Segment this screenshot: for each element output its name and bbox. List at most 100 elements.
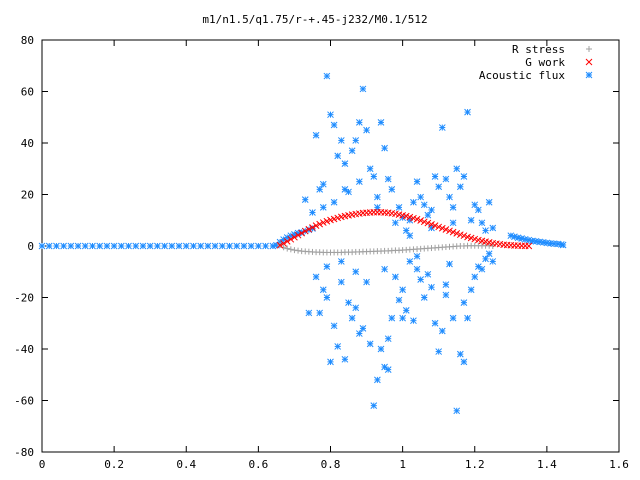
data-point xyxy=(384,335,392,343)
data-point xyxy=(478,219,486,227)
data-point xyxy=(276,241,284,249)
data-point xyxy=(366,165,374,173)
data-point xyxy=(399,286,406,294)
x-tick-label: 1.6 xyxy=(609,458,629,471)
data-point xyxy=(38,242,46,250)
data-point xyxy=(218,242,226,250)
data-point xyxy=(464,108,471,116)
data-point xyxy=(420,201,428,209)
data-point xyxy=(485,198,493,206)
data-point xyxy=(449,204,457,211)
data-point xyxy=(316,220,324,228)
data-point xyxy=(406,258,414,265)
data-point xyxy=(442,291,450,299)
data-point xyxy=(330,198,338,206)
data-point xyxy=(132,242,140,250)
x-tick-label: 0.4 xyxy=(176,458,196,471)
data-point xyxy=(384,366,392,373)
chart-title: m1/n1.5/q1.75/r-+.45-j232/M0.1/512 xyxy=(202,13,427,26)
legend-label: G work xyxy=(525,56,565,69)
plot-series xyxy=(38,72,567,415)
data-point xyxy=(388,185,396,193)
data-point xyxy=(446,260,453,268)
data-point xyxy=(345,188,352,196)
data-point xyxy=(125,242,132,250)
data-point xyxy=(377,345,385,353)
data-point xyxy=(399,314,406,322)
data-point xyxy=(417,276,425,283)
data-point xyxy=(424,219,432,227)
data-point xyxy=(442,175,450,183)
data-point xyxy=(359,85,367,93)
data-point xyxy=(337,258,345,265)
data-point xyxy=(359,325,367,332)
data-point xyxy=(316,309,324,317)
data-point xyxy=(291,247,298,254)
data-point xyxy=(312,131,320,139)
data-point xyxy=(431,173,439,180)
data-point xyxy=(417,217,425,224)
data-point xyxy=(295,247,302,254)
data-point xyxy=(226,242,233,250)
data-point xyxy=(309,224,316,231)
data-point xyxy=(323,263,331,270)
data-point xyxy=(435,348,443,355)
data-point xyxy=(366,340,374,348)
data-point xyxy=(388,314,396,322)
data-point xyxy=(117,242,125,250)
data-point xyxy=(460,232,468,240)
data-point xyxy=(283,238,291,245)
data-point xyxy=(475,206,482,214)
data-point xyxy=(428,221,435,228)
data-point xyxy=(559,241,567,249)
data-point xyxy=(449,219,457,227)
data-point xyxy=(453,407,461,415)
data-point xyxy=(327,111,334,119)
data-point xyxy=(424,270,432,278)
data-point xyxy=(233,242,241,250)
data-point xyxy=(355,178,363,185)
data-point xyxy=(341,355,349,363)
data-point xyxy=(319,286,327,294)
data-point xyxy=(182,242,190,250)
data-point xyxy=(154,242,161,250)
data-point xyxy=(323,72,331,80)
data-point xyxy=(284,245,291,252)
data-point xyxy=(312,222,320,230)
y-tick-label: 0 xyxy=(27,240,34,253)
data-point xyxy=(337,278,345,286)
legend-marker xyxy=(585,71,593,79)
data-point xyxy=(402,227,410,234)
data-point xyxy=(323,217,331,225)
series-g-work xyxy=(276,208,533,250)
data-point xyxy=(374,193,381,201)
x-tick-label: 0.2 xyxy=(104,458,124,471)
data-point xyxy=(392,219,399,227)
data-point xyxy=(81,242,89,250)
data-point xyxy=(348,314,356,322)
data-point xyxy=(330,322,338,330)
data-point xyxy=(262,242,269,250)
data-point xyxy=(53,242,60,250)
data-point xyxy=(301,227,309,235)
data-point xyxy=(417,193,425,201)
data-point xyxy=(446,227,453,235)
data-point xyxy=(453,165,461,173)
data-point xyxy=(348,147,356,155)
data-point xyxy=(337,137,345,144)
data-point xyxy=(413,252,421,260)
series-acoustic-flux xyxy=(38,72,567,415)
data-point xyxy=(370,173,378,180)
data-point xyxy=(449,228,457,236)
y-tick-label: 60 xyxy=(21,86,34,99)
x-tick-label: 1 xyxy=(399,458,406,471)
data-point xyxy=(438,124,446,131)
data-point xyxy=(341,185,349,193)
data-point xyxy=(489,224,497,232)
y-axis-ticks: 80 60 40 20 0 -20 -40 -60 -80 xyxy=(14,34,619,459)
data-point xyxy=(204,242,212,250)
data-point xyxy=(410,198,417,206)
data-point xyxy=(478,265,486,273)
data-point xyxy=(175,242,183,250)
